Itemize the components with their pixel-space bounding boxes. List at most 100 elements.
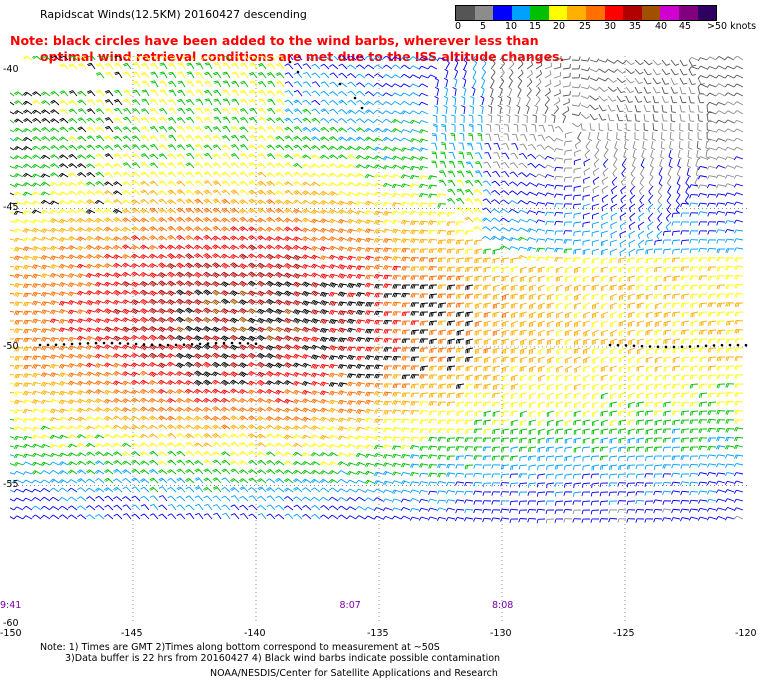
wind-barb xyxy=(626,96,633,102)
wind-barb xyxy=(473,69,476,78)
wind-barb xyxy=(257,345,266,350)
wind-barb xyxy=(734,481,743,484)
wind-barb xyxy=(15,266,23,270)
wind-barb xyxy=(726,429,734,433)
wind-barb xyxy=(365,427,374,431)
wind-barb xyxy=(655,384,662,389)
wind-barb xyxy=(465,402,473,407)
wind-barb xyxy=(410,498,419,501)
wind-barb xyxy=(493,153,500,159)
wind-barb xyxy=(529,429,536,435)
wind-barb xyxy=(449,161,455,168)
wind-barb xyxy=(284,408,293,412)
wind-barb xyxy=(294,109,302,114)
wind-barb xyxy=(86,426,95,430)
wind-barb xyxy=(547,375,554,381)
wind-barb xyxy=(564,240,572,244)
wind-barb xyxy=(104,172,113,177)
wind-barb xyxy=(717,257,725,261)
wind-barb xyxy=(160,81,167,87)
wind-barb xyxy=(24,293,32,297)
wind-barb xyxy=(472,87,475,96)
wind-barb xyxy=(303,56,311,60)
wind-barb xyxy=(566,366,572,373)
wind-barb xyxy=(240,163,248,168)
wind-barb xyxy=(356,283,365,287)
wind-barb xyxy=(677,186,680,195)
wind-barb xyxy=(428,455,437,459)
wind-barb xyxy=(150,163,158,168)
wind-barb xyxy=(59,145,68,150)
wind-barb xyxy=(735,420,743,424)
wind-barb xyxy=(140,398,149,402)
wind-barb xyxy=(637,366,644,371)
wind-barb xyxy=(392,75,401,78)
wind-barb xyxy=(519,474,527,478)
wind-barb xyxy=(564,159,572,163)
wind-barb xyxy=(105,56,113,60)
wind-barb xyxy=(583,276,590,282)
wind-barb xyxy=(401,499,410,502)
wind-barb xyxy=(284,328,293,333)
wind-barb xyxy=(221,208,230,213)
wind-barb xyxy=(276,63,284,69)
wind-barb xyxy=(23,118,32,123)
wind-barb xyxy=(640,195,644,204)
wind-barb xyxy=(546,456,554,461)
wind-barb xyxy=(547,465,554,470)
wind-barb xyxy=(484,411,491,417)
wind-barb xyxy=(221,354,230,359)
wind-barb xyxy=(518,172,527,177)
wind-barb xyxy=(257,470,266,474)
wind-barb xyxy=(69,109,77,114)
wind-barb xyxy=(258,108,266,114)
wind-barb xyxy=(284,435,293,439)
wind-barb xyxy=(293,274,302,279)
wind-barb xyxy=(691,330,698,335)
wind-barb xyxy=(438,393,446,398)
wind-barb xyxy=(149,335,158,340)
wind-barb xyxy=(546,447,554,452)
wind-barb xyxy=(23,275,32,279)
wind-barb xyxy=(176,451,185,456)
wind-barb xyxy=(50,265,59,269)
wind-barb xyxy=(329,191,338,195)
wind-barb xyxy=(10,146,14,150)
wind-barb xyxy=(474,384,482,389)
wind-barb xyxy=(347,283,356,288)
wind-barb xyxy=(159,172,167,177)
wind-barb xyxy=(608,105,615,111)
wind-barb xyxy=(50,145,59,150)
wind-barb xyxy=(611,213,617,220)
wind-barb xyxy=(520,294,527,300)
wind-barb xyxy=(320,219,329,223)
wind-barb xyxy=(484,348,491,353)
wind-barb xyxy=(10,419,14,423)
wind-barb xyxy=(637,312,644,318)
wind-barb xyxy=(285,100,293,105)
wind-barb xyxy=(77,136,86,141)
wind-barb xyxy=(716,203,725,207)
wind-barb xyxy=(50,310,59,314)
wind-barb xyxy=(41,100,50,105)
wind-barb xyxy=(501,162,509,168)
wind-barb xyxy=(584,168,590,175)
wind-barb xyxy=(504,134,509,141)
wind-barb xyxy=(104,461,113,465)
wind-barb xyxy=(32,356,41,360)
wind-barb xyxy=(574,339,581,345)
wind-barb xyxy=(275,336,284,341)
wind-barb xyxy=(365,137,374,141)
wind-barb xyxy=(150,56,158,60)
wind-barb xyxy=(105,154,113,159)
wind-barb xyxy=(356,65,365,69)
wind-barb xyxy=(536,155,545,159)
wind-barb xyxy=(214,117,221,123)
wind-barb xyxy=(178,72,185,78)
wind-barb xyxy=(633,150,636,159)
wind-barb xyxy=(41,182,50,186)
wind-barb xyxy=(511,144,518,150)
wind-barb xyxy=(41,310,50,314)
wind-barb xyxy=(700,366,707,371)
wind-barb xyxy=(284,354,293,359)
